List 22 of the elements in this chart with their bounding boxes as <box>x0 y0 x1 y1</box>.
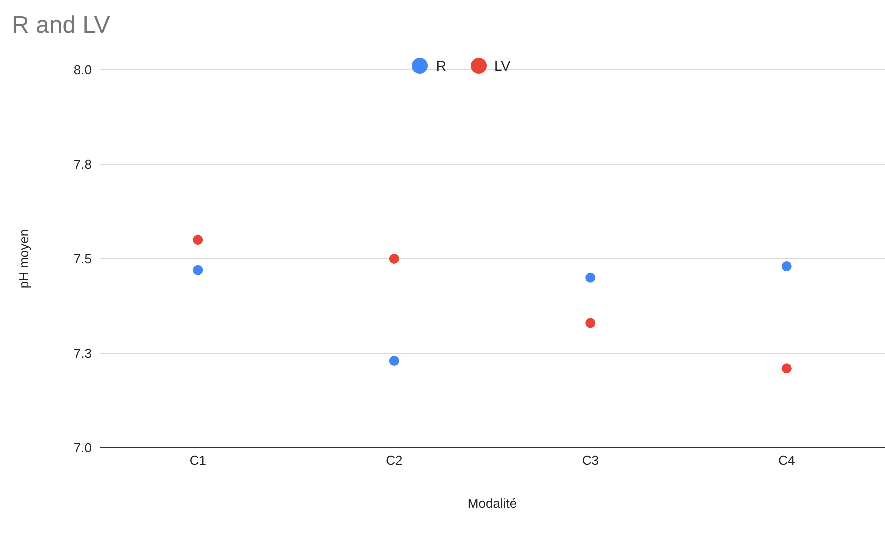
point <box>782 364 792 374</box>
point <box>193 265 204 276</box>
point <box>586 272 596 283</box>
y-tick-label: 8.0 <box>74 62 92 78</box>
x-tick-label: C2 <box>386 453 403 468</box>
x-tick-label: C3 <box>582 453 599 468</box>
point <box>782 262 792 272</box>
y-tick-label: 7.8 <box>74 157 92 172</box>
y-axis-title: pH moyen <box>16 229 32 289</box>
x-axis-title: Modalité <box>468 496 518 511</box>
legend-label: R <box>435 58 447 74</box>
y-tick-label: 7.5 <box>74 252 92 267</box>
y-tick-label: 7.0 <box>74 440 92 456</box>
point <box>193 235 204 246</box>
point <box>389 254 400 264</box>
x-tick-label: C4 <box>778 453 796 468</box>
x-tick-label: C1 <box>190 453 206 468</box>
point <box>586 318 596 328</box>
point <box>389 356 400 366</box>
legend-label: LV <box>494 58 511 74</box>
chart-title: R and LV <box>12 12 110 40</box>
y-tick-label: 7.3 <box>74 346 92 362</box>
